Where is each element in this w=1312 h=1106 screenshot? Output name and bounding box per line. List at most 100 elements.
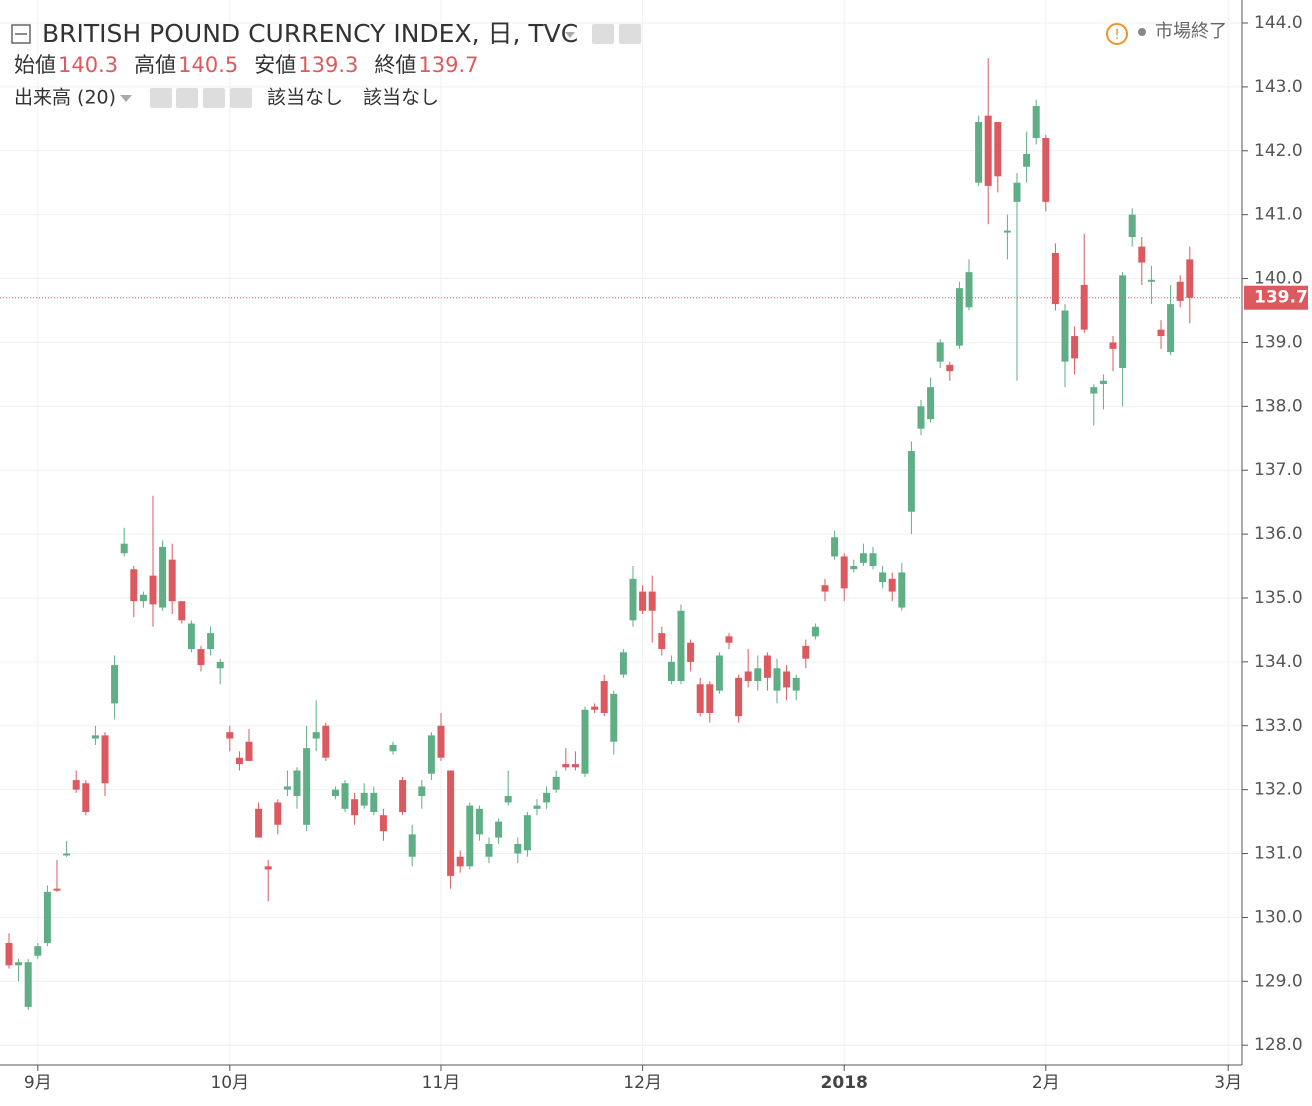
candle-body [245,741,253,761]
x-tick-label: 9月 [24,1073,52,1093]
candle-body [101,735,109,784]
candle-body [859,553,867,563]
candle-body [1051,252,1059,305]
candle-body [187,623,195,650]
candle-body [207,633,215,650]
warning-icon[interactable] [1106,23,1128,45]
legend-value: 139.7 [418,53,478,77]
candle-body [283,786,291,790]
y-tick-label: 130.0 [1254,907,1303,927]
candle-body [504,796,512,803]
candle-body [82,783,90,813]
y-tick-label: 139.0 [1254,332,1303,352]
candle-body [447,770,455,876]
candle-body [159,546,167,608]
candle-body [783,671,791,688]
candle-body [1090,387,1098,394]
candle-body [322,725,330,758]
y-tick-label: 138.0 [1254,396,1303,416]
candle-body [408,834,416,857]
candle-body [619,652,627,675]
candle-body [571,764,579,768]
candle-body [543,792,551,803]
last-price-box [1244,285,1308,310]
candle-body [303,748,311,825]
candle-body [1061,310,1069,362]
candle-body [600,681,608,713]
candle-body [149,575,157,605]
eye-button[interactable] [592,24,614,44]
candle-body [667,661,675,682]
candle-body [312,732,320,739]
y-tick-label: 142.0 [1254,141,1303,161]
candle-body [706,684,714,713]
candle-body [927,387,935,420]
y-tick-label: 140.0 [1254,269,1303,289]
candle-body [773,668,781,691]
dropdown-arrow[interactable] [120,95,132,102]
add-button[interactable] [203,88,225,108]
candle-body [591,706,599,710]
candle-body [869,553,877,567]
candle-body [379,815,387,832]
candle-body [485,843,493,857]
candle-body [514,843,522,854]
candle-body [5,942,13,966]
candle-body [1147,279,1155,282]
candle-body [466,805,474,867]
candle-body [1157,329,1165,337]
candle-body [888,578,896,592]
candle-body [168,559,176,602]
candle-body [533,805,541,809]
candle-body [139,594,147,602]
plot-area [0,0,1242,1065]
candle-body [293,770,301,797]
dropdown-arrow[interactable] [565,32,575,38]
candle-body [360,792,368,806]
collapse-icon[interactable] [11,24,31,44]
candle-body [936,342,944,362]
eye-button[interactable] [150,88,172,108]
candle-body [130,569,138,602]
candle-body [63,853,71,856]
candle-body [15,962,23,966]
x-tick-label: 12月 [623,1073,662,1093]
candle-body [552,776,560,790]
candle-body [197,649,205,666]
candle-body [639,591,647,611]
candle-body [802,645,810,659]
close-button[interactable] [230,88,252,108]
candle-body [1186,259,1194,298]
candle-body [1042,137,1050,202]
settings-button[interactable] [619,24,641,44]
candle-body [1138,246,1146,263]
candle-body [216,661,224,669]
candle-body [850,566,858,570]
candle-body [341,783,349,809]
legend-label: 安値 [254,53,296,77]
y-tick-label: 144.0 [1254,13,1303,33]
candle-body [1119,275,1127,368]
candle-body [24,962,32,1007]
candle-body [975,122,983,183]
legend-label: 始値 [14,53,56,77]
candle-body [255,808,263,838]
indicator-value: 該当なし [363,87,439,109]
settings-button[interactable] [176,88,198,108]
candle-body [898,572,906,608]
candle-body [111,665,119,704]
candle-body [53,888,61,891]
candle-body [840,556,848,589]
candle-body [264,866,272,870]
candle-body [274,802,282,825]
candle-body [1080,284,1088,330]
y-tick-label: 133.0 [1254,716,1303,736]
candle-body [687,642,695,662]
candle-body [1099,380,1107,384]
candle-body [725,636,733,643]
y-tick-label: 137.0 [1254,460,1303,480]
chart-title: BRITISH POUND CURRENCY INDEX, 日, TVC [42,19,578,48]
y-tick-label: 136.0 [1254,524,1303,544]
y-tick-label: 143.0 [1254,77,1303,97]
